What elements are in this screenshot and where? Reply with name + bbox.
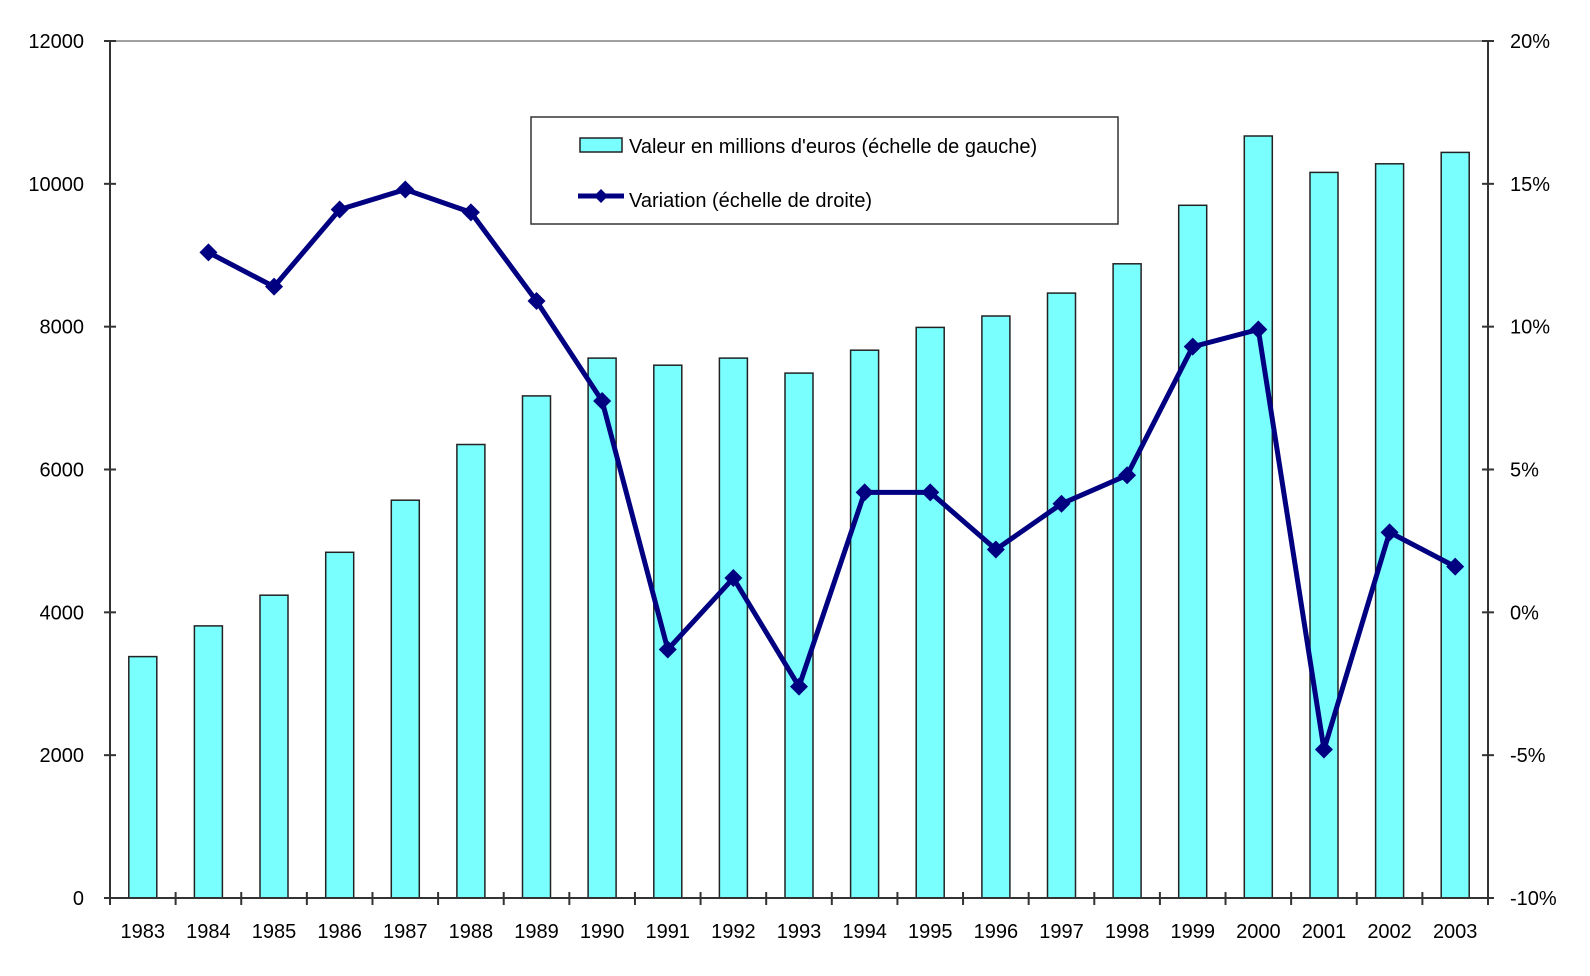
- left-tick-label: 12000: [28, 31, 84, 53]
- line-marker-1987: [396, 180, 415, 199]
- line-marker-2000: [1249, 320, 1268, 339]
- x-tick-label: 1988: [449, 921, 494, 943]
- x-tick-label: 1984: [186, 921, 231, 943]
- legend: Valeur en millions d'euros (échelle de g…: [530, 116, 1119, 225]
- bar-2000: [1243, 135, 1274, 899]
- line-marker-1995: [921, 483, 940, 502]
- bar-1983: [128, 655, 158, 899]
- bar-1986: [324, 551, 355, 899]
- x-tick-label: 1994: [842, 921, 887, 943]
- legend-diamond-marker: [594, 189, 608, 203]
- x-tick-label: 1987: [383, 921, 428, 943]
- x-tick-label: 1995: [908, 921, 953, 943]
- right-tick-label: 20%: [1510, 31, 1550, 53]
- x-tick-label: 1996: [974, 921, 1019, 943]
- bar-1996: [981, 315, 1011, 899]
- x-tick-label: 1998: [1105, 921, 1150, 943]
- x-tick-label: 1985: [252, 921, 297, 943]
- right-tick-label: 10%: [1510, 317, 1550, 339]
- line-marker-1996: [986, 540, 1005, 559]
- bar-1990: [587, 357, 617, 899]
- line-marker-1989: [527, 291, 546, 310]
- legend-label-line: Variation (échelle de droite): [629, 190, 872, 212]
- x-tick-label: 1983: [121, 921, 166, 943]
- line-marker-1997: [1052, 494, 1071, 513]
- legend-box: [530, 116, 1119, 225]
- x-tick-label: 1991: [646, 921, 691, 943]
- left-tick-label: 4000: [40, 602, 85, 624]
- line-marker-1994: [855, 483, 874, 502]
- line-marker-1984: [199, 243, 218, 262]
- left-tick-label: 0: [73, 888, 84, 910]
- bar-1985: [259, 594, 289, 899]
- right-tick-label: -10%: [1510, 888, 1557, 910]
- line-marker-2003: [1446, 557, 1465, 576]
- line-marker-1992: [724, 569, 743, 588]
- left-tick-label: 6000: [40, 460, 85, 482]
- left-tick-label: 10000: [28, 174, 84, 196]
- line-marker-1991: [658, 640, 677, 659]
- line-marker-1986: [330, 200, 349, 219]
- line-marker-1985: [265, 277, 284, 296]
- x-tick-label: 1989: [514, 921, 559, 943]
- bar-1993: [784, 372, 814, 899]
- x-tick-label: 1997: [1039, 921, 1084, 943]
- x-tick-label: 1986: [317, 921, 362, 943]
- axes-layer: 0 2000 4000 6000 8000 10000 12000 -10% -5% 0% 5% 10…: [28, 31, 1557, 943]
- x-tick-label: 2003: [1433, 921, 1478, 943]
- line-marker-1999: [1183, 337, 1202, 356]
- line-layer: [199, 180, 1465, 759]
- x-tick-label: 1992: [711, 921, 756, 943]
- bar-1987: [390, 499, 421, 899]
- right-tick-label: -5%: [1510, 745, 1546, 767]
- x-tick-label: 2001: [1302, 921, 1347, 943]
- bar-1995: [915, 326, 945, 899]
- bar-1988: [456, 443, 486, 899]
- line-marker-1993: [790, 677, 808, 696]
- bar-1999: [1177, 204, 1208, 899]
- line-marker-2002: [1380, 523, 1399, 542]
- bars-layer: [128, 135, 1470, 899]
- right-tick-label: 5%: [1510, 460, 1539, 482]
- x-tick-label: 1993: [777, 921, 822, 943]
- legend-bar-swatch: [579, 137, 623, 153]
- x-tick-label: 2000: [1236, 921, 1281, 943]
- right-tick-label: 0%: [1510, 602, 1539, 624]
- bar-1997: [1046, 292, 1077, 899]
- line-marker-2001: [1314, 740, 1333, 759]
- left-tick-label: 2000: [40, 745, 85, 767]
- variation-line: [207, 186, 1457, 751]
- line-marker-1990: [593, 391, 612, 410]
- bar-1994: [849, 349, 880, 899]
- line-marker-1998: [1118, 466, 1137, 485]
- bar-1984: [193, 625, 224, 899]
- x-tick-label: 1990: [580, 921, 625, 943]
- bar-1989: [521, 395, 552, 899]
- x-tick-label: 1999: [1170, 921, 1215, 943]
- legend-label-bars: Valeur en millions d'euros (échelle de g…: [629, 136, 1037, 158]
- bar-2003: [1440, 151, 1470, 899]
- right-tick-label: 15%: [1510, 174, 1550, 196]
- x-tick-label: 2002: [1367, 921, 1412, 943]
- bar-1998: [1112, 263, 1142, 899]
- left-tick-label: 8000: [40, 317, 85, 339]
- bar-2001: [1309, 171, 1339, 899]
- line-marker-1988: [461, 203, 480, 222]
- bar-1991: [653, 364, 683, 899]
- bar-1992: [718, 357, 749, 899]
